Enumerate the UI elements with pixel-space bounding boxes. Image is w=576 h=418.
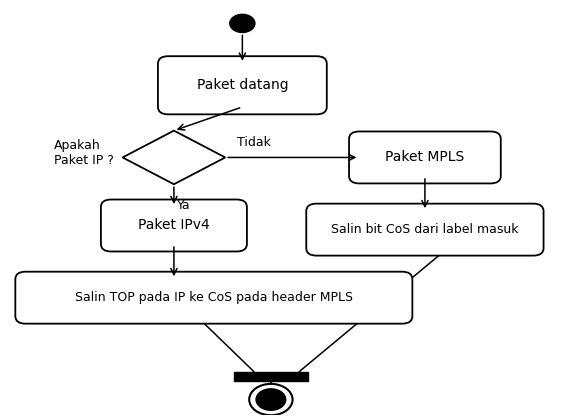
- Circle shape: [230, 14, 255, 33]
- FancyBboxPatch shape: [349, 131, 501, 184]
- Circle shape: [249, 384, 293, 415]
- Text: Apakah
Paket IP ?: Apakah Paket IP ?: [54, 139, 114, 167]
- Text: Paket datang: Paket datang: [196, 78, 288, 92]
- Text: Ya: Ya: [177, 199, 191, 212]
- Text: Paket IPv4: Paket IPv4: [138, 219, 210, 232]
- FancyBboxPatch shape: [306, 204, 544, 255]
- FancyBboxPatch shape: [234, 372, 308, 380]
- FancyBboxPatch shape: [158, 56, 327, 115]
- Polygon shape: [123, 131, 225, 184]
- Circle shape: [256, 389, 286, 410]
- Text: Paket MPLS: Paket MPLS: [385, 150, 464, 164]
- FancyBboxPatch shape: [16, 272, 412, 324]
- Text: Tidak: Tidak: [237, 136, 271, 149]
- Text: Salin TOP pada IP ke CoS pada header MPLS: Salin TOP pada IP ke CoS pada header MPL…: [75, 291, 353, 304]
- FancyBboxPatch shape: [101, 199, 247, 252]
- Text: Salin bit CoS dari label masuk: Salin bit CoS dari label masuk: [331, 223, 518, 236]
